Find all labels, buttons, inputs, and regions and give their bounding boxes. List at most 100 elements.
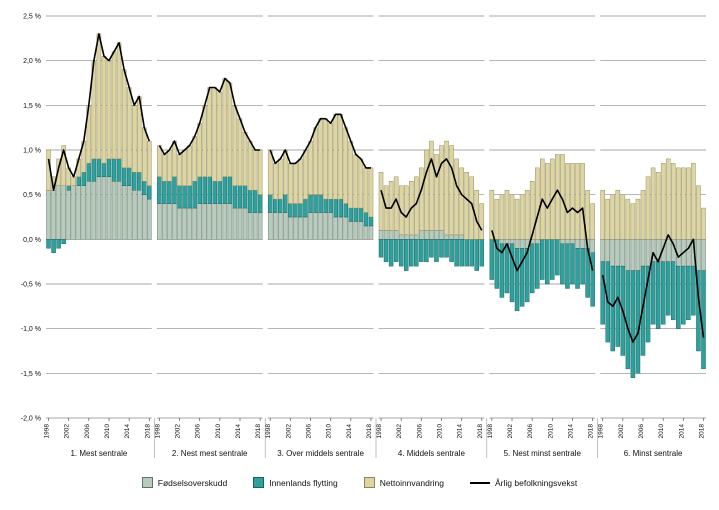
bar-segment-nettoinnvandring (283, 149, 288, 195)
bar-segment-nettoinnvandring (177, 154, 182, 186)
bar-segment-nettoinnvandring (605, 198, 610, 240)
bar-segment-innenlands_flytting (414, 239, 419, 267)
legend-label: Fødselsoverskudd (157, 477, 228, 488)
bar-segment-innenlands_flytting (615, 265, 621, 347)
bar-segment-innenlands_flytting (157, 176, 162, 204)
bar-segment-nettoinnvandring (293, 163, 298, 204)
bar-segment-innenlands_flytting (640, 265, 646, 356)
bar-segment-nettoinnvandring (570, 163, 575, 240)
bar-segment-nettoinnvandring (645, 176, 651, 240)
bar-segment-fodselsoverskudd (393, 230, 399, 240)
bar-segment-innenlands_flytting (660, 261, 666, 325)
bar-segment-fodselsoverskudd (91, 181, 97, 240)
x-axis-tick-label: 2006 (306, 424, 313, 439)
growth-line (269, 113, 371, 169)
bar-segment-nettoinnvandring (101, 55, 107, 164)
bar-segment-nettoinnvandring (278, 158, 283, 200)
bar-segment-innenlands_flytting (247, 189, 253, 213)
bar-segment-nettoinnvandring (202, 105, 207, 178)
legend-item-innenlands-flytting: Innenlands flytting (253, 477, 338, 488)
bar-segment-fodselsoverskudd (575, 239, 580, 249)
bar-segment-fodselsoverskudd (147, 198, 152, 240)
bar-segment-fodselsoverskudd (278, 212, 283, 240)
x-axis-tick-label: 2002 (64, 424, 71, 439)
bar-segment-fodselsoverskudd (424, 230, 429, 240)
bar-segment-fodselsoverskudd (434, 230, 439, 240)
legend-item-fodselsoverskudd: Fødselsoverskudd (141, 477, 228, 488)
group-separator (484, 14, 490, 420)
bar-segment-nettoinnvandring (157, 145, 162, 178)
bar-segment-nettoinnvandring (192, 136, 197, 182)
bar-segment-nettoinnvandring (424, 149, 429, 231)
bar-segment-innenlands_flytting (202, 176, 207, 204)
bar-segment-fodselsoverskudd (46, 189, 51, 240)
x-axis-tick-label: 1998 (598, 424, 605, 439)
bar-segment-fodselsoverskudd (212, 203, 218, 240)
bar-segment-innenlands_flytting (303, 198, 308, 218)
bar-segment-fodselsoverskudd (560, 239, 565, 245)
bar-segment-nettoinnvandring (676, 167, 681, 240)
bar-segment-nettoinnvandring (701, 207, 706, 240)
bar-segment-fodselsoverskudd (182, 207, 187, 240)
x-axis-tick-label: 2014 (124, 424, 131, 439)
bar-segment-innenlands_flytting (534, 243, 540, 289)
bar-segment-innenlands_flytting (519, 248, 525, 307)
growth-line (491, 189, 594, 272)
bar-segment-fodselsoverskudd (459, 234, 464, 240)
bar-segment-innenlands_flytting (665, 261, 671, 316)
x-axis-tick-label: 2010 (658, 424, 665, 439)
bar-segment-innenlands_flytting (288, 203, 293, 218)
group-label: 3. Over middels sentrale (277, 449, 364, 458)
bar-segment-innenlands_flytting (116, 158, 122, 182)
y-axis-tick-label: -0,5 % (21, 282, 41, 289)
bar-segment-innenlands_flytting (126, 167, 132, 186)
bar-segment-fodselsoverskudd (71, 185, 76, 240)
bar-segment-innenlands_flytting (187, 185, 192, 209)
bar-segment-fodselsoverskudd (343, 216, 349, 240)
y-axis-tick-label: 0,5 % (23, 192, 41, 199)
x-axis-tick-label: 2006 (195, 424, 202, 439)
bar-segment-fodselsoverskudd (272, 212, 278, 240)
bar-segment-nettoinnvandring (207, 87, 212, 178)
bar-segment-innenlands_flytting (590, 252, 595, 307)
x-axis-tick-label: 2006 (638, 424, 645, 439)
bar-segment-fodselsoverskudd (142, 194, 147, 240)
bar-segment-nettoinnvandring (429, 140, 434, 231)
bar-segment-fodselsoverskudd (121, 185, 127, 240)
x-axis-tick-label: 2014 (678, 424, 685, 439)
bar-segment-fodselsoverskudd (686, 239, 691, 267)
bar-segment-fodselsoverskudd (81, 185, 87, 240)
bar-segment-fodselsoverskudd (499, 239, 505, 245)
bar-segment-innenlands_flytting (91, 158, 97, 182)
bar-segment-nettoinnvandring (272, 163, 278, 200)
bar-segment-innenlands_flytting (504, 243, 510, 294)
bar-segment-nettoinnvandring (232, 105, 238, 186)
bar-segment-innenlands_flytting (514, 248, 520, 312)
bar-segment-innenlands_flytting (111, 158, 117, 182)
bar-segment-innenlands_flytting (147, 185, 152, 200)
growth-line (380, 158, 483, 231)
bar-segment-innenlands_flytting (222, 176, 228, 204)
bar-segment-innenlands_flytting (333, 198, 338, 218)
bar-segment-innenlands_flytting (267, 194, 273, 213)
x-axis-tick-label: 2006 (84, 424, 91, 439)
bar-segment-innenlands_flytting (540, 239, 545, 280)
bar-segment-fodselsoverskudd (635, 239, 641, 271)
bar-segment-innenlands_flytting (106, 158, 112, 178)
bar-segment-innenlands_flytting (197, 176, 202, 204)
bar-segment-nettoinnvandring (182, 149, 187, 186)
x-axis-tick-label: 2010 (547, 424, 554, 439)
bar-segment-fodselsoverskudd (197, 203, 202, 240)
bar-segment-nettoinnvandring (434, 154, 439, 231)
nettoinnvandring-swatch-icon (363, 477, 375, 488)
bar-segment-nettoinnvandring (545, 163, 550, 240)
bar-segment-nettoinnvandring (378, 172, 384, 231)
bar-segment-innenlands_flytting (207, 176, 212, 204)
bar-segment-fodselsoverskudd (298, 216, 303, 240)
bar-segment-nettoinnvandring (620, 194, 626, 240)
bar-segment-innenlands_flytting (691, 265, 696, 316)
bar-segment-innenlands_flytting (565, 243, 570, 289)
bar-segment-nettoinnvandring (504, 189, 510, 240)
bar-segment-fodselsoverskudd (383, 230, 389, 240)
legend: Fødselsoverskudd Innenlands flytting Net… (0, 477, 719, 488)
